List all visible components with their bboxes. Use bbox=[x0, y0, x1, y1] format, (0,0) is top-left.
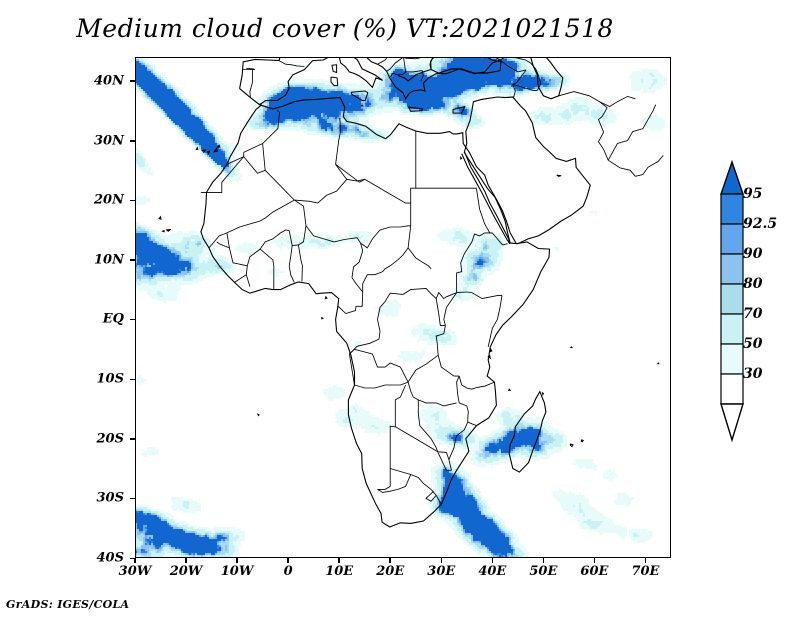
y-axis-tick bbox=[130, 438, 135, 440]
x-axis-label: 30W bbox=[119, 564, 152, 579]
x-axis-label: 40E bbox=[478, 564, 506, 579]
x-axis-label: 60E bbox=[580, 564, 608, 579]
footer-credit: GrADS: IGES/COLA bbox=[6, 598, 129, 611]
x-axis-label: 20W bbox=[170, 564, 203, 579]
y-axis-tick bbox=[130, 379, 135, 381]
colorbar-tick-label: 80 bbox=[743, 276, 762, 292]
x-axis-label: 50E bbox=[529, 564, 557, 579]
y-axis-label: 40S bbox=[78, 551, 124, 566]
y-axis-label: 30N bbox=[78, 133, 124, 148]
x-axis-tick bbox=[338, 558, 340, 563]
x-axis-label: 70E bbox=[631, 564, 659, 579]
y-axis-tick bbox=[130, 140, 135, 142]
colorbar: 95 92.5 90 80 70 50 30 bbox=[703, 160, 799, 470]
y-axis-label: 10S bbox=[78, 372, 124, 387]
colorbar-tick-label: 50 bbox=[743, 336, 762, 352]
x-axis-tick bbox=[492, 558, 494, 563]
y-axis-label: 20N bbox=[78, 193, 124, 208]
y-axis-label: 10N bbox=[78, 252, 124, 267]
plot-frame bbox=[135, 57, 671, 558]
x-axis-tick bbox=[594, 558, 596, 563]
x-axis-tick bbox=[543, 558, 545, 563]
y-axis-label: EQ bbox=[78, 312, 124, 327]
y-axis-label: 20S bbox=[78, 431, 124, 446]
colorbar-tick-label: 70 bbox=[743, 306, 762, 322]
y-axis-tick bbox=[130, 498, 135, 500]
x-axis-label: 30E bbox=[427, 564, 455, 579]
x-axis-tick bbox=[389, 558, 391, 563]
y-axis-tick bbox=[130, 259, 135, 261]
x-axis-tick bbox=[441, 558, 443, 563]
map-plot-area bbox=[135, 57, 671, 558]
x-axis-label: 0 bbox=[284, 564, 293, 579]
x-axis-label: 10E bbox=[325, 564, 353, 579]
x-axis-tick bbox=[134, 558, 136, 563]
x-axis-label: 20E bbox=[376, 564, 404, 579]
colorbar-tick-label: 92.5 bbox=[743, 216, 777, 232]
y-axis-label: 40N bbox=[78, 73, 124, 88]
x-axis-tick bbox=[185, 558, 187, 563]
x-axis-tick bbox=[287, 558, 289, 563]
y-axis-tick bbox=[130, 319, 135, 321]
x-axis-tick bbox=[645, 558, 647, 563]
colorbar-tick-label: 90 bbox=[743, 246, 762, 262]
x-axis-label: 10W bbox=[221, 564, 254, 579]
y-axis-tick bbox=[130, 200, 135, 202]
y-axis-label: 30S bbox=[78, 491, 124, 506]
chart-title: Medium cloud cover (%) VT:2021021518 bbox=[0, 14, 690, 43]
colorbar-tick-label: 30 bbox=[743, 366, 762, 382]
x-axis-tick bbox=[236, 558, 238, 563]
colorbar-tick-label: 95 bbox=[743, 186, 762, 202]
y-axis-tick bbox=[130, 80, 135, 82]
